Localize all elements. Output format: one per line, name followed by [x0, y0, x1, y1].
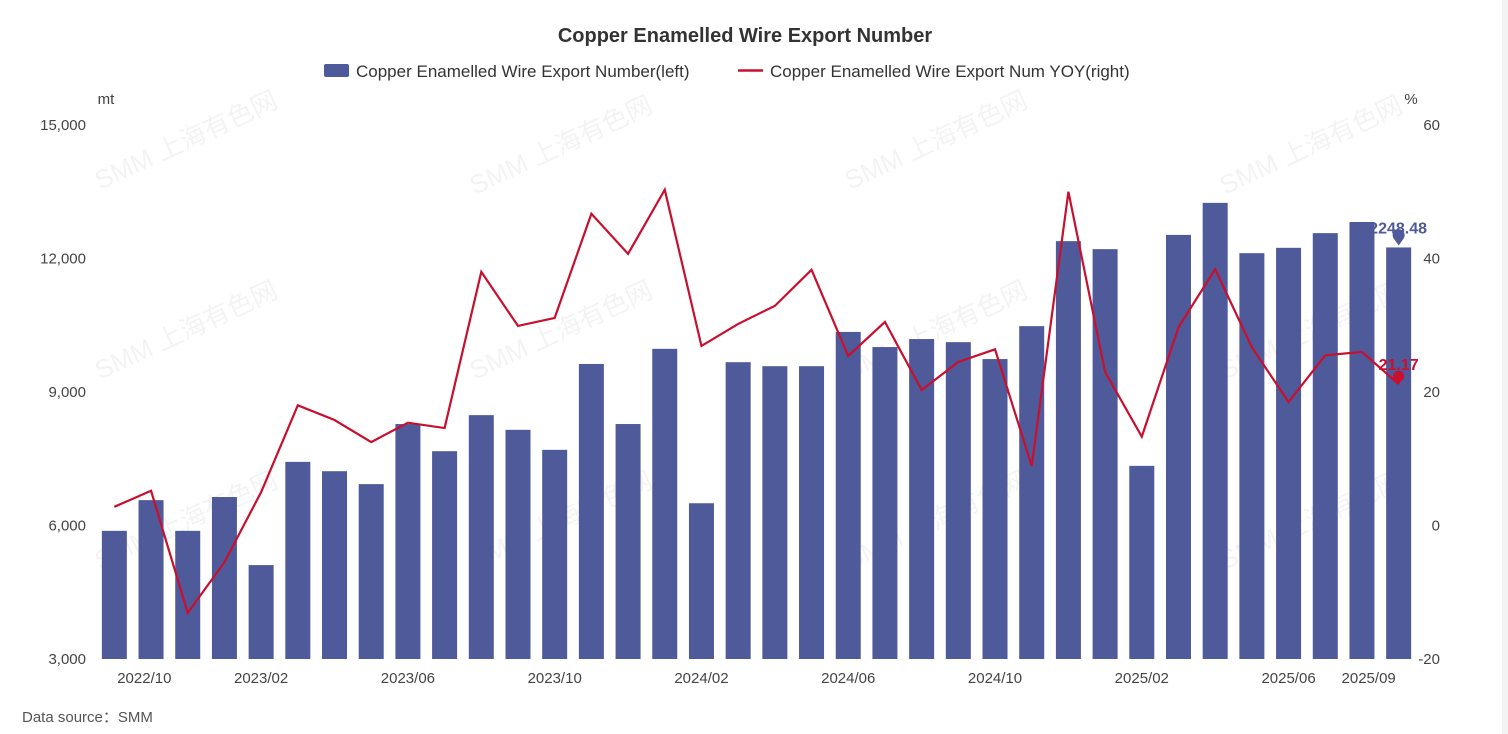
left-axis-unit: mt [98, 91, 115, 108]
x-axis-tick: 2022/10 [117, 670, 171, 687]
bar [688, 503, 714, 659]
bar [872, 347, 898, 659]
bar [1165, 234, 1191, 660]
bar-last-value-label: 12248.48 [1360, 220, 1427, 237]
bar-marker-pin-icon [1392, 229, 1405, 246]
watermark-text: SMM 上海有色网 [840, 85, 1032, 196]
data-source: Data source：SMM [22, 709, 153, 726]
right-axis-tick: 40 [1423, 251, 1440, 268]
bar [1055, 241, 1081, 659]
bar [1019, 326, 1045, 659]
bar [762, 366, 788, 659]
bar [248, 565, 274, 659]
bar [799, 366, 825, 659]
x-axis-tick: 2023/10 [528, 670, 582, 687]
bar [542, 449, 568, 659]
left-axis-tick: 15,000 [40, 117, 86, 134]
line-marker-pin-icon [1393, 370, 1405, 382]
bar [358, 484, 384, 659]
bar [505, 429, 531, 659]
bar [945, 342, 971, 659]
x-axis-tick: 2025/02 [1115, 670, 1169, 687]
bar [211, 497, 237, 659]
bar [835, 331, 861, 659]
bar [1239, 253, 1265, 659]
bar [1092, 249, 1118, 659]
watermark-text: SMM 上海有色网 [90, 85, 282, 196]
bar [285, 461, 311, 659]
right-axis-tick: 60 [1423, 117, 1440, 134]
watermark-text: SMM 上海有色网 [90, 275, 282, 386]
x-axis-tick: 2024/02 [674, 670, 728, 687]
left-axis-tick: 9,000 [48, 384, 86, 401]
bar [615, 424, 641, 659]
x-axis-tick: 2024/06 [821, 670, 875, 687]
bar [1202, 202, 1228, 659]
bar [432, 451, 458, 659]
scrollbar[interactable] [1502, 0, 1508, 734]
right-axis-tick: 0 [1432, 518, 1440, 535]
legend[interactable]: Copper Enamelled Wire Export Number(left… [324, 62, 1130, 81]
bar [578, 363, 604, 659]
bar [395, 424, 421, 659]
bar [1129, 465, 1155, 659]
x-axis-tick: 2025/09 [1342, 670, 1396, 687]
left-axis-tick: 3,000 [48, 651, 86, 668]
x-axis-tick: 2023/02 [234, 670, 288, 687]
bar [909, 339, 935, 659]
bar [322, 471, 348, 659]
bar [652, 348, 678, 659]
bar [1386, 247, 1412, 660]
legend-line-label[interactable]: Copper Enamelled Wire Export Num YOY(rig… [770, 62, 1130, 81]
bar [1349, 222, 1375, 659]
left-axis-tick: 12,000 [40, 251, 86, 268]
left-axis-tick: 6,000 [48, 518, 86, 535]
bar [175, 530, 201, 659]
bar [982, 359, 1008, 659]
right-axis-tick: 20 [1423, 384, 1440, 401]
bar [1312, 233, 1338, 659]
line-marker-pin-tip [1394, 379, 1403, 385]
bar [468, 415, 494, 659]
x-axis-tick: 2025/06 [1261, 670, 1315, 687]
bar [138, 500, 164, 659]
right-axis-unit: % [1404, 91, 1417, 108]
bar [101, 530, 127, 659]
legend-bar-label[interactable]: Copper Enamelled Wire Export Number(left… [356, 62, 690, 81]
right-axis-tick: -20 [1418, 651, 1440, 668]
bar [725, 362, 751, 659]
line-last-value-label: 21.17 [1379, 357, 1419, 374]
chart-title: Copper Enamelled Wire Export Number [558, 25, 933, 47]
yoy-line [113, 186, 1400, 616]
x-axis-tick: 2024/10 [968, 670, 1022, 687]
bar [1276, 247, 1302, 659]
watermark-text: SMM 上海有色网 [465, 90, 657, 201]
legend-bar-swatch [324, 64, 349, 77]
watermark-text: SMM 上海有色网 [1215, 90, 1407, 201]
x-axis-tick: 2023/06 [381, 670, 435, 687]
